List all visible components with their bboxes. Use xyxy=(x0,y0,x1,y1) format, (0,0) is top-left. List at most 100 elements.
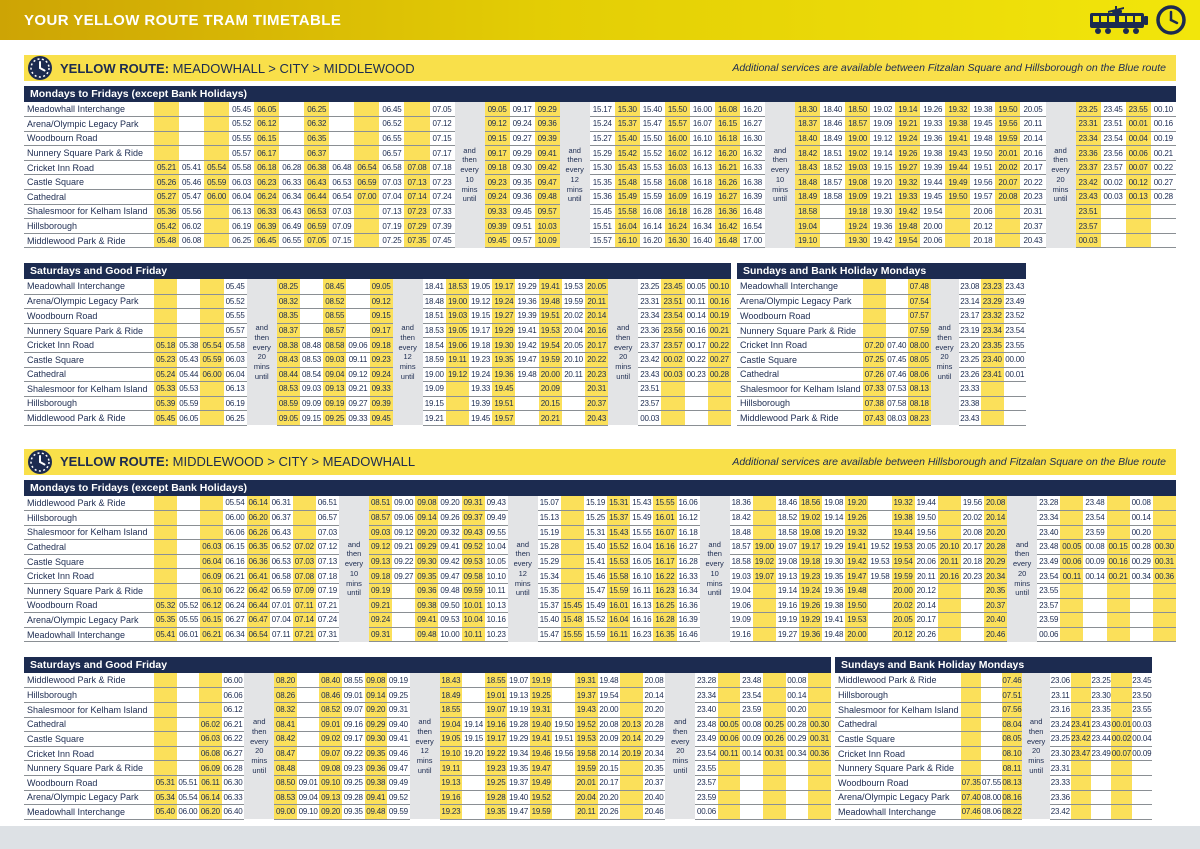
time-cell: 16.22 xyxy=(653,568,677,584)
time-cell xyxy=(292,495,316,511)
time-cell: 19.08 xyxy=(799,525,823,541)
time-cell: 06.11 xyxy=(199,775,222,791)
time-cell: 09.36 xyxy=(364,760,388,776)
time-cell: 08.59 xyxy=(276,396,300,412)
time-cell xyxy=(292,525,316,541)
time-cell: 06.41 xyxy=(246,568,270,584)
time-cell: 18.56 xyxy=(799,495,823,511)
time-cell: 09.35 xyxy=(415,568,439,584)
time-cell xyxy=(785,790,809,806)
time-cell: 09.37 xyxy=(461,510,485,526)
time-cell xyxy=(296,687,320,703)
time-cell: 06.37 xyxy=(304,145,330,161)
time-cell: 06.59 xyxy=(354,174,380,191)
time-cell: 15.55 xyxy=(630,525,654,541)
time-cell: 10.23 xyxy=(484,627,508,643)
time-cell: 06.58 xyxy=(379,160,405,176)
time-cell: 16.34 xyxy=(676,583,700,599)
time-cell xyxy=(1060,627,1084,643)
time-cell: 07.38 xyxy=(863,396,886,412)
time-cell xyxy=(154,717,177,733)
time-cell xyxy=(960,627,984,643)
time-cell: 06.30 xyxy=(221,775,245,791)
time-cell: 08.35 xyxy=(276,308,300,324)
time-cell: 06.05 xyxy=(254,102,280,118)
time-cell: 09.45 xyxy=(509,204,535,220)
timetable-title: Mondays to Fridays (except Bank Holidays… xyxy=(24,86,1176,102)
time-cell: 23.36 xyxy=(638,323,662,339)
time-cell: 00.21 xyxy=(1106,568,1130,584)
time-cell: 08.06 xyxy=(908,367,931,383)
time-cell: 19.00 xyxy=(445,294,470,310)
time-cell xyxy=(961,687,982,703)
time-cell: 15.07 xyxy=(537,495,561,511)
time-cell xyxy=(981,717,1002,733)
time-cell: 08.57 xyxy=(323,323,347,339)
time-cell: 09.12 xyxy=(369,294,393,310)
time-cell: 19.28 xyxy=(484,790,508,806)
time-cell xyxy=(762,687,786,703)
time-cell: 09.12 xyxy=(369,539,393,555)
time-cell: 19.48 xyxy=(895,218,921,234)
time-cell xyxy=(177,323,201,339)
time-cell xyxy=(740,790,763,806)
time-cell: 19.29 xyxy=(507,731,530,747)
time-cell: 19.02 xyxy=(870,102,896,118)
time-cell xyxy=(1083,583,1107,599)
time-cell xyxy=(1070,760,1091,776)
time-cell: 19.20 xyxy=(845,495,869,511)
time-cell: 18.46 xyxy=(820,116,846,132)
time-cell: 06.01 xyxy=(177,627,201,643)
time-cell: 18.48 xyxy=(795,174,821,191)
time-cell: 16.13 xyxy=(630,598,654,614)
time-cell: 09.03 xyxy=(299,381,324,397)
time-cell xyxy=(885,323,908,339)
time-cell: 06.54 xyxy=(329,189,355,205)
time-cell: 09.13 xyxy=(319,790,342,806)
time-cell xyxy=(1152,525,1176,541)
time-cell: 20.34 xyxy=(642,746,666,762)
time-cell xyxy=(981,687,1002,703)
time-cell: 23.25 xyxy=(958,352,981,368)
time-cell: 15.28 xyxy=(537,539,561,555)
time-cell: 09.20 xyxy=(415,525,439,541)
time-cell xyxy=(1152,495,1176,511)
time-cell: 19.05 xyxy=(439,731,463,747)
time-cell: 19.41 xyxy=(822,612,846,628)
time-cell: 06.34 xyxy=(279,189,305,205)
time-cell xyxy=(981,746,1002,762)
time-cell: 15.34 xyxy=(537,568,561,584)
time-cell: 19.21 xyxy=(870,189,896,205)
time-cell: 06.43 xyxy=(269,525,293,541)
time-cell: 19.51 xyxy=(538,308,562,324)
time-cell: 09.28 xyxy=(341,790,365,806)
time-cell: 08.53 xyxy=(276,381,300,397)
time-cell: 20.11 xyxy=(575,804,598,820)
time-cell: 19.52 xyxy=(868,539,892,555)
time-cell: 07.46 xyxy=(1001,673,1023,689)
time-cell: 07.18 xyxy=(429,160,455,176)
time-cell: 07.13 xyxy=(404,174,430,191)
time-cell xyxy=(885,294,908,310)
time-cell: 23.28 xyxy=(1037,495,1061,511)
time-cell: 19.46 xyxy=(529,746,553,762)
time-cell: 05.55 xyxy=(177,612,201,628)
time-cell: 00.06 xyxy=(717,731,741,747)
time-cell: 05.41 xyxy=(154,627,178,643)
time-cell: 15.37 xyxy=(614,116,640,132)
time-cell xyxy=(1125,204,1151,220)
time-cell: 07.03 xyxy=(292,554,316,570)
time-cell: 23.34 xyxy=(1037,510,1061,526)
time-cell: 15.40 xyxy=(537,612,561,628)
time-cell xyxy=(863,294,886,310)
time-cell: 16.11 xyxy=(607,627,631,643)
time-cell xyxy=(392,627,416,643)
time-cell xyxy=(868,612,892,628)
time-cell: 19.24 xyxy=(469,367,493,383)
time-cell xyxy=(200,279,224,295)
time-cell: 09.14 xyxy=(364,687,388,703)
time-cell xyxy=(177,495,201,511)
time-cell: 00.02 xyxy=(1111,731,1132,747)
time-cell: 20.08 xyxy=(995,189,1021,205)
time-cell: 00.03 xyxy=(638,410,662,426)
